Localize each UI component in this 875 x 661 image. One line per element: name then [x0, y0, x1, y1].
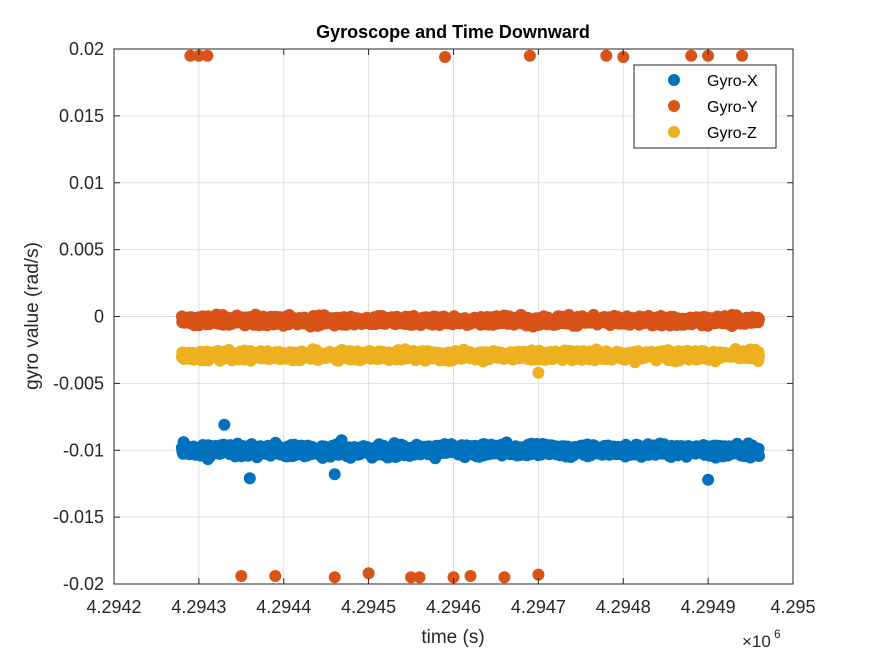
data-point	[753, 350, 765, 363]
legend: Gyro-X Gyro-Y Gyro-Z	[633, 64, 777, 149]
x-tick-label: 4.2948	[596, 597, 651, 617]
y-tick-label: 0.01	[69, 173, 104, 193]
outlier-point	[685, 49, 698, 62]
x-tick-label: 4.2942	[86, 597, 141, 617]
legend-label: Gyro-Z	[707, 125, 757, 142]
y-tick-label: 0	[94, 307, 104, 327]
outlier-point	[532, 568, 545, 581]
y-tick-label: -0.02	[63, 574, 104, 594]
ticks: 4.2942 4.2943 4.2944 4.2945 4.2946 4.2947 4.29…	[53, 39, 816, 617]
outlier-point	[328, 571, 341, 584]
legend-marker	[668, 74, 680, 86]
x-tick-label: 4.2944	[256, 597, 311, 617]
outlier-point	[498, 571, 511, 584]
x-tick-label: 4.295	[770, 597, 815, 617]
x-axis-label: time (s)	[421, 627, 484, 648]
outlier-point	[523, 49, 536, 62]
x-tick-label: 4.2947	[511, 597, 566, 617]
y-tick-label: 0.02	[69, 39, 104, 59]
outlier-point	[218, 418, 231, 431]
series-gyro-x	[175, 418, 765, 486]
y-tick-label: 0.015	[59, 106, 104, 126]
x-axis-exponent-base: ×10	[742, 632, 771, 651]
series-gyro-y	[175, 49, 765, 584]
legend-box	[633, 64, 777, 149]
outlier-point	[269, 570, 282, 582]
data-point	[753, 450, 765, 462]
y-tick-label: -0.01	[63, 440, 104, 460]
y-tick-label: -0.015	[53, 507, 104, 527]
outlier-point	[702, 473, 715, 486]
x-axis-exponent-power: 6	[774, 627, 781, 641]
legend-label: Gyro-Y	[707, 99, 758, 116]
legend-marker	[668, 126, 680, 138]
outlier-point	[201, 49, 214, 62]
outlier-point	[235, 570, 248, 582]
outlier-point	[532, 366, 545, 379]
data-points	[175, 49, 765, 584]
outlier-point	[328, 468, 341, 481]
outlier-point	[447, 571, 460, 584]
y-axis-label: gyro value (rad/s)	[22, 242, 43, 390]
chart-title: Gyroscope and Time Downward	[316, 22, 590, 42]
legend-label: Gyro-X	[707, 73, 758, 90]
outlier-point	[243, 472, 256, 485]
outlier-point	[702, 49, 715, 62]
outlier-point	[362, 567, 375, 580]
data-point	[753, 313, 765, 326]
outlier-point	[464, 570, 477, 582]
x-tick-label: 4.2949	[681, 597, 736, 617]
outlier-point	[192, 49, 205, 62]
outlier-point	[736, 49, 749, 62]
x-tick-label: 4.2945	[341, 597, 396, 617]
outlier-point	[184, 49, 197, 62]
legend-marker	[668, 100, 680, 112]
outlier-point	[617, 51, 630, 63]
x-tick-label: 4.2943	[171, 597, 226, 617]
outlier-point	[600, 49, 613, 62]
outlier-point	[439, 51, 451, 63]
y-tick-label: 0.005	[59, 240, 104, 260]
y-tick-label: -0.005	[53, 373, 104, 393]
outlier-point	[413, 571, 426, 584]
outlier-point	[405, 571, 418, 584]
x-tick-label: 4.2946	[426, 597, 481, 617]
series-gyro-z	[175, 343, 765, 379]
